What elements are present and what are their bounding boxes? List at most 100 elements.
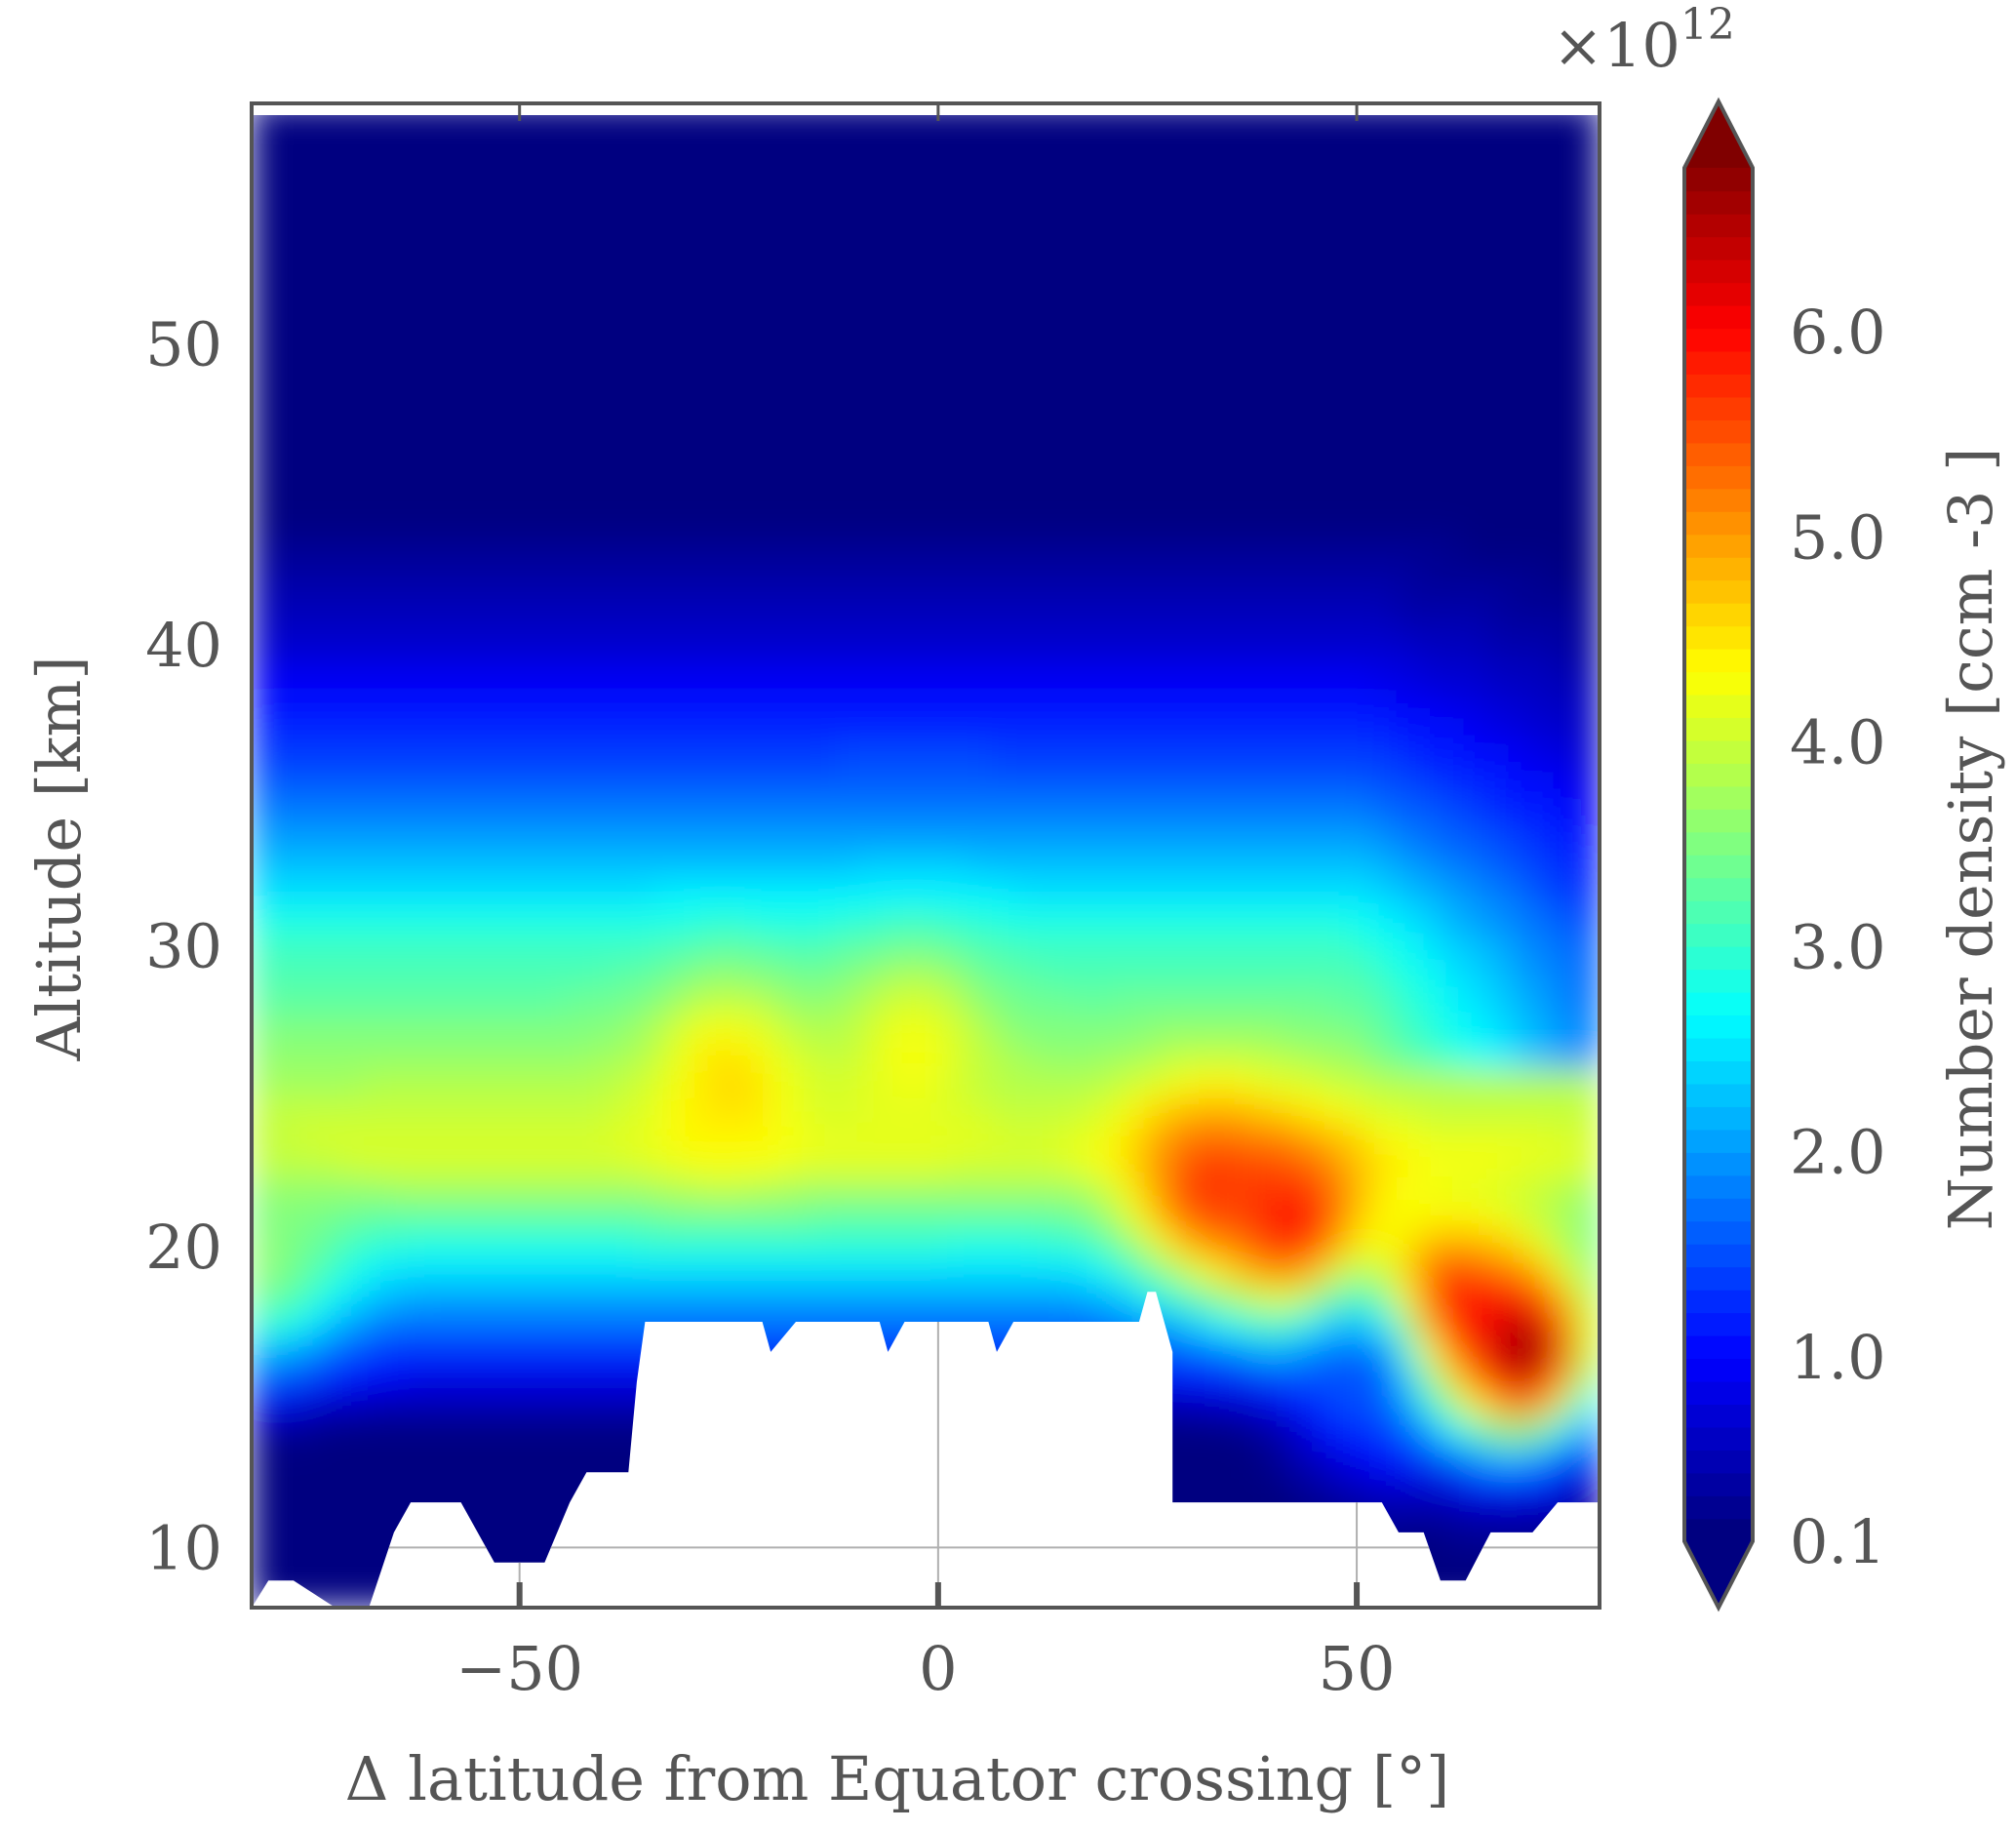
density-cell — [947, 935, 971, 965]
density-cell — [1171, 585, 1197, 616]
density-cell — [767, 774, 792, 803]
density-cell — [610, 1365, 635, 1394]
density-cell — [654, 746, 680, 776]
colorbar-band — [1684, 350, 1753, 375]
density-cell — [1328, 397, 1354, 427]
density-cell — [1328, 1015, 1354, 1045]
density-cell — [1216, 613, 1242, 642]
density-cell — [1553, 1149, 1578, 1179]
density-cell — [789, 317, 814, 346]
density-cell — [318, 908, 343, 937]
density-cell — [1553, 881, 1578, 910]
density-cell — [1306, 1176, 1331, 1206]
density-cell — [1373, 855, 1399, 884]
density-cell — [1328, 1311, 1354, 1340]
density-cell — [856, 452, 882, 481]
density-cell — [610, 532, 635, 562]
density-cell — [992, 962, 1017, 991]
density-cell — [1306, 1095, 1331, 1126]
density-cell — [542, 1391, 568, 1421]
density-cell — [1149, 693, 1174, 723]
density-cell — [408, 1337, 433, 1368]
density-cell — [1014, 774, 1040, 803]
density-cell — [565, 935, 590, 965]
density-cell — [1194, 746, 1219, 776]
density-cell — [1149, 236, 1174, 266]
density-cell — [879, 532, 904, 562]
density-cell — [1576, 1472, 1600, 1501]
density-cell — [969, 613, 995, 642]
density-cell — [1576, 693, 1600, 723]
density-cell — [453, 1418, 478, 1448]
density-cell — [497, 666, 523, 696]
density-cell — [969, 774, 995, 803]
density-cell — [1216, 962, 1242, 991]
density-cell — [1284, 962, 1309, 991]
density-cell — [520, 855, 545, 884]
density-cell — [1508, 156, 1533, 185]
density-cell — [252, 559, 275, 588]
density-cell — [363, 1391, 388, 1421]
density-cell — [969, 156, 995, 185]
density-cell — [699, 881, 725, 910]
density-cell — [1553, 210, 1578, 239]
density-cell — [699, 613, 725, 642]
density-cell — [1239, 1176, 1264, 1206]
density-cell — [969, 210, 995, 239]
colorbar-band — [1684, 648, 1753, 673]
density-cell — [767, 1176, 792, 1206]
density-cell — [1396, 210, 1421, 239]
density-cell — [252, 397, 275, 427]
density-cell — [947, 1042, 971, 1072]
density-cell — [1059, 988, 1085, 1018]
density-cell — [1306, 263, 1331, 293]
density-cell — [1261, 1391, 1286, 1421]
density-cell — [834, 827, 859, 856]
density-cell — [654, 236, 680, 266]
density-cell — [587, 774, 613, 803]
density-cell — [408, 855, 433, 884]
colorbar-band — [1684, 465, 1753, 490]
density-cell — [722, 452, 747, 481]
density-cell — [1351, 1230, 1376, 1259]
density-cell — [318, 1069, 343, 1098]
density-cell — [1396, 774, 1421, 803]
density-cell — [1104, 855, 1129, 884]
density-cell — [632, 1257, 657, 1287]
density-cell — [744, 613, 770, 642]
density-cell — [1149, 532, 1174, 562]
density-cell — [947, 343, 971, 374]
density-cell — [1104, 720, 1129, 749]
density-cell — [610, 962, 635, 991]
y-tick-label: 20 — [145, 1212, 222, 1283]
density-cell — [1485, 666, 1511, 696]
density-cell — [654, 962, 680, 991]
density-cell — [408, 1391, 433, 1421]
density-cell — [565, 1095, 590, 1126]
density-cell — [947, 182, 971, 213]
density-cell — [654, 1015, 680, 1045]
density-cell — [722, 424, 747, 454]
density-cell — [1441, 1498, 1466, 1529]
density-cell — [475, 1445, 500, 1475]
density-cell — [340, 1391, 366, 1421]
density-cell — [811, 532, 837, 562]
density-cell — [992, 478, 1017, 507]
x-tick-label: −50 — [455, 1633, 583, 1704]
density-cell — [1171, 505, 1197, 535]
density-cell — [1037, 613, 1062, 642]
density-cell — [1418, 800, 1443, 830]
density-cell — [497, 156, 523, 185]
density-cell — [318, 1042, 343, 1072]
density-cell — [879, 1176, 904, 1206]
density-cell — [699, 532, 725, 562]
density-cell — [1239, 693, 1264, 723]
density-cell — [363, 908, 388, 937]
density-cell — [1082, 827, 1107, 856]
density-cell — [1261, 182, 1286, 213]
density-cell — [1216, 1015, 1242, 1045]
density-cell — [925, 505, 949, 535]
density-cell — [1037, 1204, 1062, 1233]
density-cell — [811, 1149, 837, 1179]
density-cell — [520, 1526, 545, 1555]
